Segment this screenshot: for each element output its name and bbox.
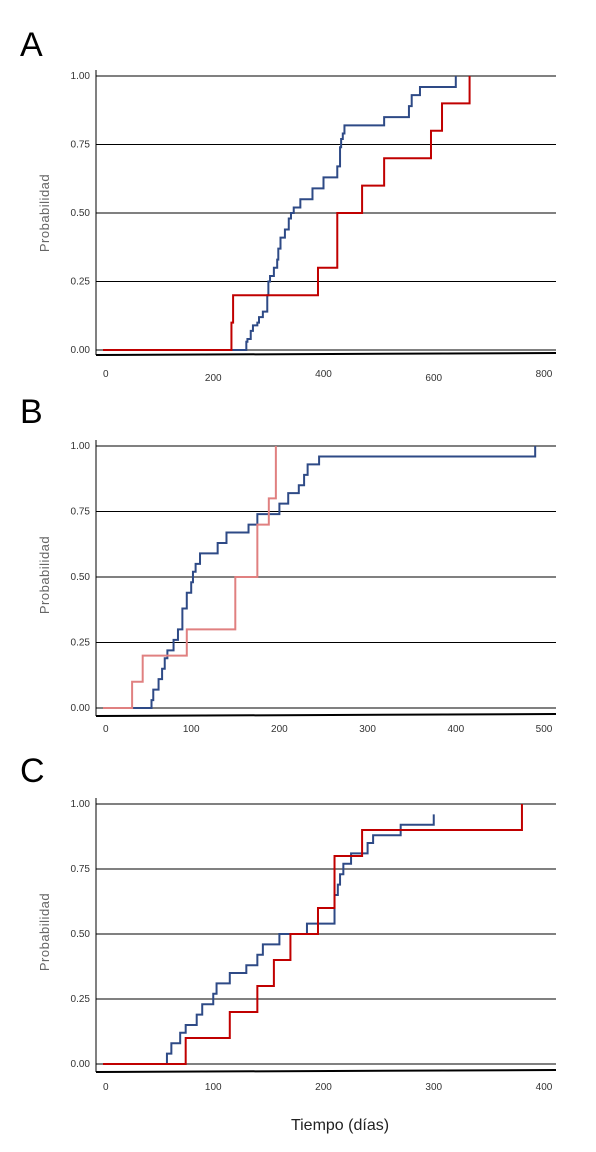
x-tick-label: 300 (359, 724, 376, 735)
y-axis-label: Probabilidad (37, 536, 52, 614)
y-tick-label: 0.50 (71, 929, 91, 940)
y-tick-label: 0.00 (71, 345, 91, 356)
x-axis (95, 1069, 557, 1073)
x-tick-label: 100 (205, 1082, 222, 1093)
series-line-1 (103, 76, 457, 351)
y-tick-label: 0.25 (71, 638, 91, 649)
y-tick-label: 0.00 (71, 1059, 91, 1070)
y-tick-label: 0.00 (71, 703, 91, 714)
series-line-2 (103, 76, 471, 351)
y-tick-label: 0.25 (71, 994, 91, 1005)
series-line-1 (103, 446, 537, 709)
x-tick-label: 300 (425, 1082, 442, 1093)
panel-c: C 0.00 0.25 0.50 0.75 1.00 0 100 200 300 400 Probab… (20, 752, 557, 1093)
series-line-1 (103, 814, 435, 1065)
x-tick-label: 600 (425, 373, 442, 384)
y-axis-label: Probabilidad (37, 893, 52, 971)
y-tick-label: 0.75 (71, 140, 91, 151)
y-tick-label: 0.50 (71, 572, 91, 583)
panel-letter: C (20, 752, 45, 790)
x-tick-label: 200 (271, 724, 288, 735)
panel-a: A 0.00 0.25 0.50 0.75 1.00 0 200 400 600 800 Probab… (20, 26, 557, 384)
y-tick-label: 0.75 (71, 507, 91, 518)
x-tick-label: 400 (315, 369, 332, 380)
x-tick-label: 0 (103, 1082, 109, 1093)
y-axis-label: Probabilidad (37, 174, 52, 252)
panel-letter: A (20, 26, 43, 64)
y-tick-label: 0.25 (71, 277, 91, 288)
panel-b: B 0.00 0.25 0.50 0.75 1.00 0 100 200 300 400 500 Pro… (20, 393, 557, 735)
panel-letter: B (20, 393, 43, 431)
x-axis (95, 713, 557, 717)
y-tick-label: 1.00 (71, 441, 91, 452)
x-axis-label: Tiempo (días) (291, 1117, 389, 1134)
x-tick-label: 0 (103, 369, 109, 380)
series-line-2 (103, 804, 523, 1065)
x-tick-label: 400 (536, 1082, 553, 1093)
x-tick-label: 400 (447, 724, 464, 735)
x-tick-label: 500 (536, 724, 553, 735)
series-line-2 (103, 446, 277, 709)
x-tick-label: 200 (315, 1082, 332, 1093)
y-tick-label: 1.00 (71, 799, 91, 810)
y-tick-label: 1.00 (71, 71, 91, 82)
y-tick-label: 0.75 (71, 864, 91, 875)
x-tick-label: 0 (103, 724, 109, 735)
x-tick-label: 800 (536, 369, 553, 380)
x-tick-label: 200 (205, 373, 222, 384)
y-tick-label: 0.50 (71, 208, 91, 219)
x-axis (95, 352, 557, 356)
x-tick-label: 100 (183, 724, 200, 735)
